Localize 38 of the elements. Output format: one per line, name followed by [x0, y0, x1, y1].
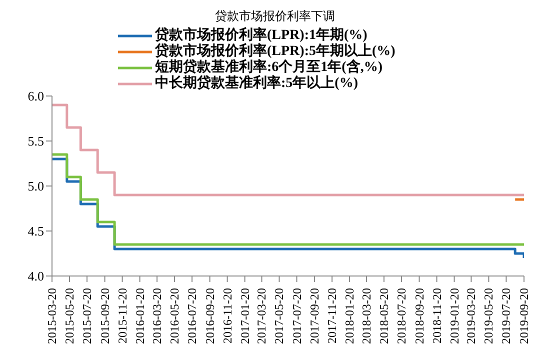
x-tick-label: 2017-01-20 [238, 288, 252, 344]
x-tick-label: 2017-11-20 [325, 288, 340, 344]
x-tick-label: 2018-07-20 [394, 288, 408, 344]
x-tick-label: 2018-05-20 [376, 288, 391, 344]
x-tick-label: 2019-03-20 [464, 288, 478, 344]
y-tick-label: 4.5 [28, 224, 44, 239]
x-tick-label: 2018-01-20 [342, 288, 357, 344]
x-tick-label: 2015-07-20 [80, 288, 94, 344]
x-tick-label: 2017-07-20 [290, 288, 304, 344]
x-tick-label: 2016-05-20 [168, 288, 182, 344]
x-tick-label: 2019-05-20 [482, 288, 496, 344]
legend-label: 贷款市场报价利率(LPR):5年期以上(%) [155, 44, 396, 59]
x-tick-label: 2016-01-20 [132, 288, 147, 344]
x-tick-label: 2016-07-20 [185, 288, 200, 344]
x-tick-label: 2018-03-20 [359, 288, 374, 344]
x-tick-label: 2016-09-20 [202, 288, 217, 344]
x-tick-label: 2017-09-20 [308, 288, 322, 344]
x-tick-label: 2019-01-20 [447, 288, 462, 344]
x-tick-label: 2015-03-20 [45, 288, 59, 344]
x-tick-label: 2016-11-20 [220, 288, 234, 344]
x-tick-label: 2018-11-20 [430, 288, 444, 344]
y-tick-label: 6.0 [28, 88, 44, 104]
x-tick-label: 2015-05-20 [62, 288, 77, 344]
x-tick-label: 2017-03-20 [254, 288, 269, 344]
legend-label: 贷款市场报价利率(LPR):1年期(%) [155, 28, 368, 43]
x-tick-label: 2018-09-20 [412, 288, 426, 344]
x-tick-label: 2015-11-20 [115, 288, 130, 344]
y-tick-label: 4.0 [28, 268, 44, 284]
x-tick-label: 2019-09-20 [517, 288, 531, 344]
x-tick-label: 2017-05-20 [272, 288, 286, 344]
y-tick-label: 5.0 [28, 178, 44, 194]
x-tick-label: 2016-03-20 [150, 288, 164, 344]
legend-label: 短期贷款基准利率:6个月至1年(含,%) [155, 60, 382, 75]
x-tick-label: 2019-07-20 [499, 288, 514, 344]
chart-title: 贷款市场报价利率下调 [214, 8, 336, 24]
legend-label: 中长期贷款基准利率:5年以上(%) [155, 76, 358, 92]
x-tick-label: 2015-09-20 [98, 288, 112, 344]
y-tick-label: 5.5 [28, 134, 44, 149]
